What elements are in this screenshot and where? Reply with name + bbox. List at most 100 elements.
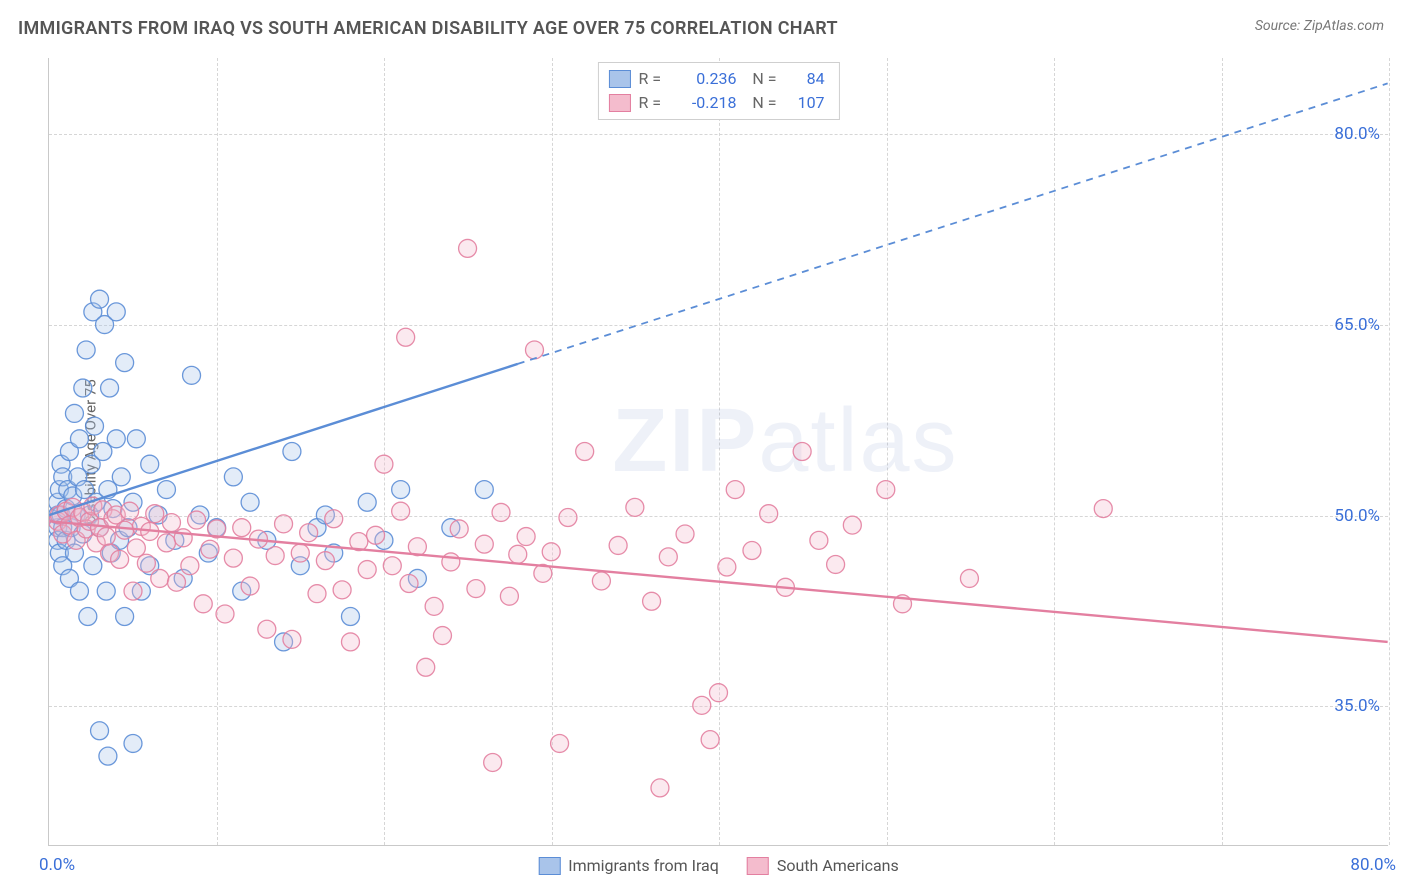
scatter-point [467, 580, 485, 598]
legend-n-value-1: 84 [785, 67, 825, 91]
scatter-point [300, 524, 318, 542]
scatter-point [375, 455, 393, 473]
legend-swatch-bottom-1 [538, 857, 560, 875]
legend-row-series-1: R = 0.236 N = 84 [608, 67, 824, 91]
scatter-point [174, 529, 192, 547]
scatter-point [116, 521, 134, 539]
scatter-point [275, 515, 293, 533]
scatter-point [333, 581, 351, 599]
legend-label-2: South Americans [777, 856, 899, 875]
scatter-point [592, 572, 610, 590]
scatter-point [358, 561, 376, 579]
scatter-point [157, 481, 175, 499]
scatter-point [960, 569, 978, 587]
scatter-point [216, 605, 234, 623]
legend-label-1: Immigrants from Iraq [568, 856, 719, 875]
legend-n-label: N = [744, 67, 776, 91]
scatter-point [107, 430, 125, 448]
scatter-point [509, 545, 527, 563]
correlation-legend: R = 0.236 N = 84 R = -0.218 N = 107 [597, 62, 839, 120]
source-attribution: Source: ZipAtlas.com [1255, 18, 1384, 34]
scatter-point [559, 509, 577, 527]
scatter-point [492, 503, 510, 521]
grid-line-v [1389, 58, 1390, 845]
scatter-point [97, 582, 115, 600]
scatter-point [341, 633, 359, 651]
legend-swatch-2 [608, 94, 630, 112]
scatter-point [442, 553, 460, 571]
scatter-point [124, 582, 142, 600]
scatter-point [843, 516, 861, 534]
x-axis-tick-max: 80.0% [1350, 855, 1396, 875]
scatter-point [111, 550, 129, 568]
scatter-point [659, 548, 677, 566]
scatter-point [127, 539, 145, 557]
scatter-point [291, 544, 309, 562]
scatter-point [183, 366, 201, 384]
scatter-point [475, 481, 493, 499]
scatter-point [116, 608, 134, 626]
legend-n-value-2: 107 [785, 91, 825, 115]
scatter-point [283, 630, 301, 648]
chart-svg [49, 58, 1388, 845]
scatter-point [107, 303, 125, 321]
chart-title: IMMIGRANTS FROM IRAQ VS SOUTH AMERICAN D… [18, 18, 838, 39]
scatter-point [151, 569, 169, 587]
scatter-point [146, 505, 164, 523]
scatter-point [77, 341, 95, 359]
scatter-point [392, 502, 410, 520]
chart-plot-area: R = 0.236 N = 84 R = -0.218 N = 107 ZIPa… [48, 58, 1388, 846]
legend-swatch-1 [608, 70, 630, 88]
scatter-point [1094, 500, 1112, 518]
scatter-point [141, 455, 159, 473]
legend-item-2: South Americans [747, 856, 899, 875]
scatter-point [181, 557, 199, 575]
scatter-point [710, 684, 728, 702]
scatter-point [137, 554, 155, 572]
scatter-point [392, 481, 410, 499]
series-legend: Immigrants from Iraq South Americans [538, 856, 899, 875]
legend-r-label: R = [638, 91, 668, 115]
scatter-point [651, 779, 669, 797]
scatter-point [162, 514, 180, 532]
scatter-point [760, 505, 778, 523]
scatter-point [484, 754, 502, 772]
scatter-point [258, 620, 276, 638]
scatter-point [517, 528, 535, 546]
scatter-point [86, 417, 104, 435]
legend-swatch-bottom-2 [747, 857, 769, 875]
scatter-point [341, 608, 359, 626]
scatter-point [459, 239, 477, 257]
scatter-point [877, 481, 895, 499]
scatter-point [308, 585, 326, 603]
scatter-point [188, 511, 206, 529]
scatter-point [266, 547, 284, 565]
scatter-point [743, 542, 761, 560]
scatter-point [827, 555, 845, 573]
scatter-point [609, 536, 627, 554]
legend-r-value-2: -0.218 [676, 91, 736, 115]
scatter-point [367, 526, 385, 544]
legend-row-series-2: R = -0.218 N = 107 [608, 91, 824, 115]
legend-r-value-1: 0.236 [676, 67, 736, 91]
scatter-point [551, 734, 569, 752]
scatter-point [194, 595, 212, 613]
scatter-point [433, 627, 451, 645]
scatter-point [70, 430, 88, 448]
scatter-point [726, 481, 744, 499]
scatter-point [121, 502, 139, 520]
scatter-point [542, 543, 560, 561]
scatter-point [810, 531, 828, 549]
scatter-point [91, 290, 109, 308]
scatter-point [91, 722, 109, 740]
scatter-point [241, 577, 259, 595]
scatter-point [241, 493, 259, 511]
scatter-point [116, 354, 134, 372]
scatter-point [525, 341, 543, 359]
scatter-point [97, 528, 115, 546]
legend-r-label: R = [638, 67, 668, 91]
scatter-point [425, 597, 443, 615]
scatter-point [643, 592, 661, 610]
scatter-point [101, 379, 119, 397]
scatter-point [576, 443, 594, 461]
